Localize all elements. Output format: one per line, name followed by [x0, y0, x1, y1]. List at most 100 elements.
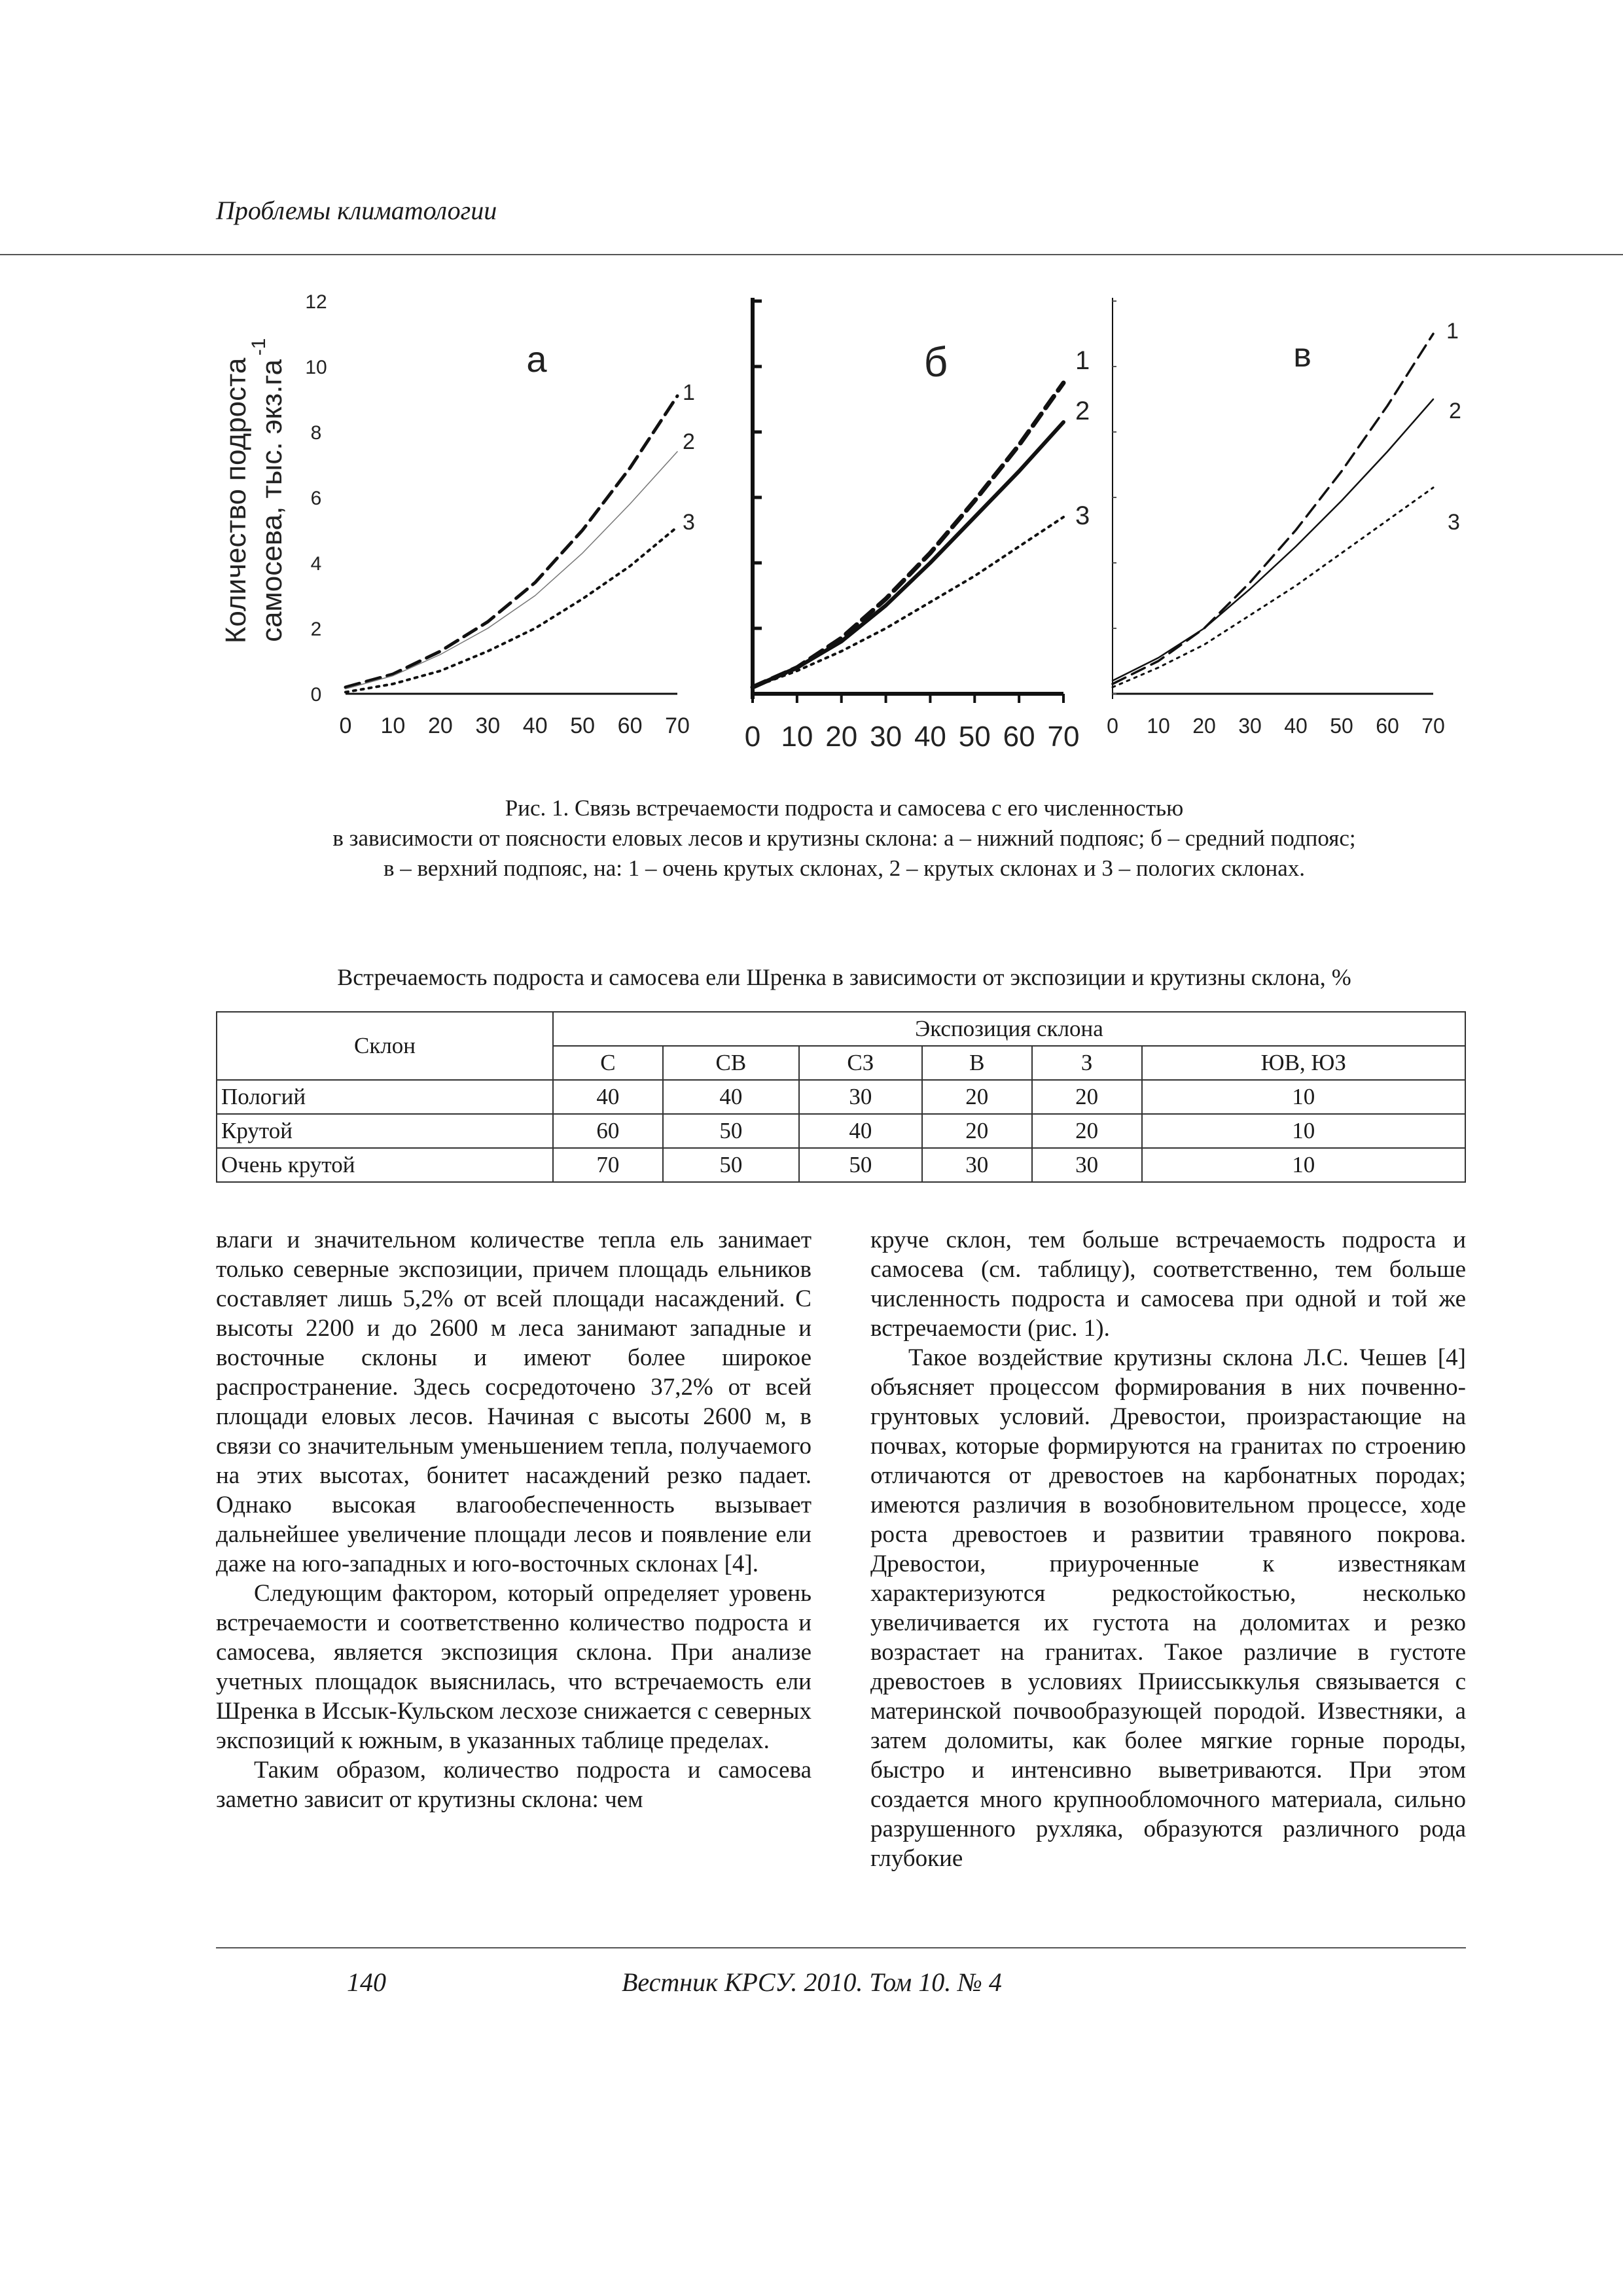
chart-y-axis-label-superscript: -1: [248, 338, 270, 356]
chart-x-tick-label: 60: [1003, 721, 1035, 753]
chart-series-label: 2: [1449, 399, 1461, 423]
table-col-header: З: [1031, 1045, 1143, 1081]
chart-series-label: 3: [1075, 501, 1090, 530]
chart-x-tick-label: 70: [665, 713, 690, 738]
table-row-label: Очень крутой: [216, 1147, 554, 1183]
chart-y-tick-label: 2: [311, 619, 322, 640]
chart-x-tick-label: 50: [570, 713, 595, 738]
table-col-header: СЗ: [798, 1045, 923, 1081]
chart-x-tick-label: 30: [1238, 714, 1262, 738]
chart-series-label: 3: [1448, 510, 1460, 535]
table-row-label: Пологий: [216, 1079, 554, 1115]
chart-x-tick-label: 0: [745, 721, 760, 753]
chart-x-tick-label: 10: [381, 713, 406, 738]
table-cell: 10: [1141, 1147, 1467, 1183]
chart-y-tick-label: 12: [305, 291, 327, 313]
chart-y-tick-label: 4: [311, 553, 322, 575]
chart-x-tick-label: 10: [781, 721, 813, 753]
table-col-header: ЮВ, ЮЗ: [1141, 1045, 1467, 1081]
chart-series-label: 3: [683, 510, 695, 535]
table-cell: 10: [1141, 1113, 1467, 1149]
chart-x-tick-label: 40: [914, 721, 946, 753]
table-cell: 70: [552, 1147, 664, 1183]
header-rule: [0, 254, 1623, 255]
chart-x-tick-label: 70: [1421, 714, 1445, 738]
table-cell: 30: [798, 1079, 923, 1115]
chart-x-tick-label: 40: [523, 713, 548, 738]
chart-y-tick-label: 8: [311, 422, 322, 444]
chart-y-axis-label: самосева, тыс. экз.га: [256, 359, 288, 642]
body-paragraph: влаги и значительном количестве тепла ел…: [216, 1227, 812, 1577]
table-row-header: Склон: [216, 1011, 554, 1081]
chart-x-tick-label: 10: [1147, 714, 1170, 738]
table-row: Очень крутой 70 50 50 30 30 10: [216, 1147, 1467, 1183]
page-number: 140: [347, 1967, 386, 1997]
body-paragraph: Следующим фактором, который определяет у…: [216, 1580, 812, 1754]
table-row-label: Крутой: [216, 1113, 554, 1149]
chart-series-label: 1: [1446, 319, 1459, 344]
chart-x-tick-label: 60: [618, 713, 643, 738]
footer-rule: [216, 1947, 1466, 1948]
chart-y-tick-label: 6: [311, 488, 322, 509]
table-cell: 30: [921, 1147, 1033, 1183]
chart-panel-label: б: [924, 338, 948, 386]
chart-x-tick-label: 20: [1192, 714, 1216, 738]
table-cell: 40: [662, 1079, 800, 1115]
body-paragraph: Таким образом, количество подроста и сам…: [216, 1757, 812, 1813]
chart-series-line-3: [1111, 486, 1435, 689]
chart-series-line-1: [1111, 332, 1435, 685]
chart-x-tick-label: 70: [1048, 721, 1080, 753]
table-cell: 30: [1031, 1147, 1143, 1183]
table-cell: 20: [921, 1079, 1033, 1115]
table-cell: 20: [1031, 1113, 1143, 1149]
chart-series-line-2: [1111, 398, 1435, 682]
table-row: Пологий 40 40 30 20 20 10: [216, 1079, 1467, 1115]
table-cell: 20: [921, 1113, 1033, 1149]
table-cell: 50: [662, 1147, 800, 1183]
body-column-right: круче склон, тем больше встречаемость по…: [870, 1225, 1466, 1873]
chart-x-tick-label: 60: [1376, 714, 1399, 738]
chart-x-tick-label: 20: [825, 721, 857, 753]
chart-series-line-2: [751, 420, 1065, 689]
table-cell: 20: [1031, 1079, 1143, 1115]
chart-x-tick-label: 50: [959, 721, 991, 753]
chart-series-line-1: [344, 394, 679, 689]
table-row: Крутой 60 50 40 20 20 10: [216, 1113, 1467, 1149]
chart-x-tick-label: 0: [340, 713, 352, 738]
figure-caption: Рис. 1. Связь встречаемости подроста и с…: [196, 793, 1492, 884]
table-header-row: Склон Экспозиция склона: [216, 1011, 1466, 1081]
chart-series-label: 1: [683, 380, 695, 405]
caption-line-3: в – верхний подпояс, на: 1 – очень круты…: [383, 855, 1306, 881]
chart-panel-label: в: [1293, 336, 1311, 374]
chart-y-tick-label: 0: [311, 684, 322, 706]
chart-series-label: 2: [683, 429, 695, 454]
body-column-left: влаги и значительном количестве тепла ел…: [216, 1225, 812, 1814]
table-cell: 40: [798, 1113, 923, 1149]
table-col-header: СВ: [662, 1045, 800, 1081]
chart-x-tick-label: 30: [475, 713, 500, 738]
chart-y-tick-label: 10: [305, 357, 327, 378]
chart-series-line-1: [750, 380, 1066, 690]
chart-series-line-2: [345, 451, 678, 690]
chart-series-line-3: [344, 526, 679, 694]
chart-x-tick-label: 40: [1284, 714, 1308, 738]
chart-panel-label: а: [526, 338, 547, 380]
table-cell: 10: [1141, 1079, 1467, 1115]
table-group-header: Экспозиция склона: [552, 1011, 1466, 1047]
chart-x-tick-label: 30: [870, 721, 902, 753]
chart-x-tick-label: 20: [428, 713, 453, 738]
table-subheader-row: С СВ СЗ В З ЮВ, ЮЗ: [217, 1045, 1467, 1081]
running-title: Проблемы климатологии: [216, 196, 497, 225]
table-cell: 40: [552, 1079, 664, 1115]
chart-series-label: 1: [1075, 346, 1090, 375]
table-title: Встречаемость подроста и самосева ели Шр…: [337, 964, 1351, 990]
data-table: Склон Экспозиция склона С СВ СЗ В З ЮВ, …: [216, 1011, 1467, 1183]
table-cell: 50: [798, 1147, 923, 1183]
chart-x-tick-label: 0: [1107, 714, 1118, 738]
table-cell: 50: [662, 1113, 800, 1149]
body-paragraph: круче склон, тем больше встречаемость по…: [870, 1227, 1466, 1342]
chart-x-tick-label: 50: [1330, 714, 1353, 738]
table-col-header: С: [552, 1045, 664, 1081]
caption-line-1: Рис. 1. Связь встречаемости подроста и с…: [505, 795, 1184, 821]
